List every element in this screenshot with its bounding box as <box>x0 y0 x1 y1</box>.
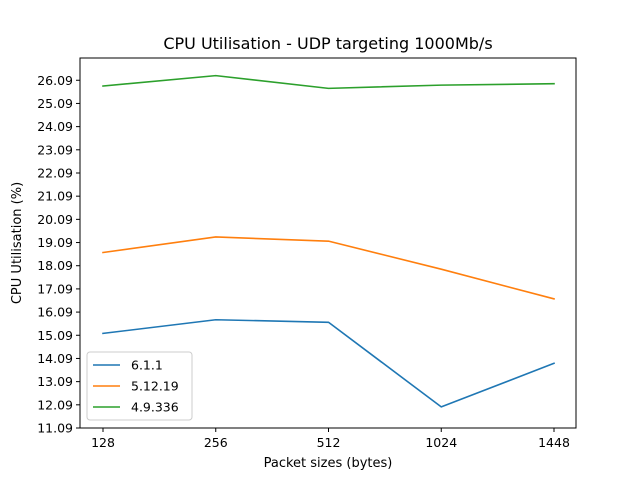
y-tick-label: 16.09 <box>37 305 73 320</box>
y-tick-label: 23.09 <box>37 142 73 157</box>
x-tick-label: 1448 <box>538 435 570 450</box>
y-tick-label: 21.09 <box>37 189 73 204</box>
y-tick-label: 14.09 <box>37 351 73 366</box>
y-tick-label: 22.09 <box>37 165 73 180</box>
plot-area-frame <box>79 57 577 429</box>
series-line-4-9-336 <box>102 74 555 90</box>
legend-box <box>86 351 193 421</box>
legend-label: 6.1.1 <box>131 358 163 373</box>
y-tick-label: 24.09 <box>37 119 73 134</box>
chart-title: CPU Utilisation - UDP targeting 1000Mb/s <box>163 34 492 53</box>
y-tick-label: 20.09 <box>37 212 73 227</box>
y-tick-label: 13.09 <box>37 374 73 389</box>
series-line-5-12-19 <box>102 236 555 300</box>
series-line-6-1-1 <box>102 318 556 408</box>
y-tick-label: 19.09 <box>37 235 73 250</box>
x-axis-ticks: 128 256 512 1024 1448 <box>91 428 570 450</box>
legend-label: 4.9.336 <box>131 400 179 415</box>
y-tick-label: 17.09 <box>37 281 73 296</box>
y-tick-label: 15.09 <box>37 328 73 343</box>
y-tick-label: 18.09 <box>37 258 73 273</box>
x-tick-label: 128 <box>91 435 115 450</box>
y-tick-label: 26.09 <box>37 73 73 88</box>
y-tick-label: 12.09 <box>37 397 73 412</box>
x-axis-label: Packet sizes (bytes) <box>264 456 393 471</box>
y-tick-label: 25.09 <box>37 96 73 111</box>
series-lines <box>102 74 556 408</box>
x-tick-label: 256 <box>204 435 228 450</box>
legend-label: 5.12.19 <box>131 379 179 394</box>
x-tick-label: 1024 <box>425 435 457 450</box>
legend: 6.1.1 5.12.19 4.9.336 <box>86 351 193 421</box>
y-tick-label: 11.09 <box>37 421 73 436</box>
x-tick-label: 512 <box>317 435 341 450</box>
y-axis-ticks: 11.09 12.09 13.09 14.09 15.09 16.09 17.09 18.09… <box>37 73 80 436</box>
y-axis-label: CPU Utilisation (%) <box>10 182 25 304</box>
